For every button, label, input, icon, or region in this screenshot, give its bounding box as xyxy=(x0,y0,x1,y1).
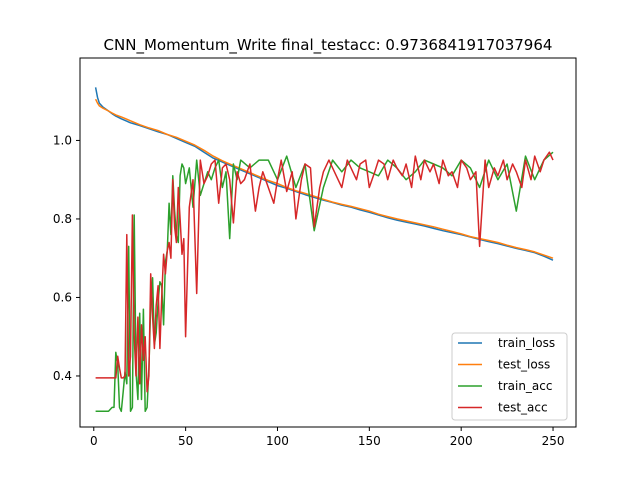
x-tick-label: 200 xyxy=(450,434,473,448)
y-tick-label: 0.4 xyxy=(53,369,72,383)
x-tick-label: 100 xyxy=(266,434,289,448)
legend-box xyxy=(451,332,568,421)
axis-ticks: 0 50 100 150 200 250 0.4 0.6 0.8 1.0 xyxy=(53,133,565,448)
y-tick-label: 0.8 xyxy=(53,212,72,226)
y-tick-label: 0.6 xyxy=(53,290,72,304)
series-line-test-loss xyxy=(94,98,554,259)
series-line-test-acc xyxy=(95,151,554,393)
x-tick-label: 50 xyxy=(178,434,193,448)
legend: train_loss test_loss train_acc test_acc xyxy=(451,332,568,421)
legend-label-test-loss: test_loss xyxy=(498,358,550,372)
chart-title: CNN_Momentum_Write final_testacc: 0.9736… xyxy=(104,36,553,55)
legend-label-test-acc: test_acc xyxy=(498,401,548,415)
x-tick-label: 0 xyxy=(90,434,98,448)
x-tick-label: 250 xyxy=(542,434,565,448)
legend-label-train-loss: train_loss xyxy=(498,336,555,350)
series-line-train-acc xyxy=(95,151,554,413)
plot-frame xyxy=(79,57,577,428)
y-tick-label: 1.0 xyxy=(53,133,72,147)
series-layer xyxy=(94,87,554,413)
legend-label-train-acc: train_acc xyxy=(498,379,552,393)
x-tick-label: 150 xyxy=(358,434,381,448)
